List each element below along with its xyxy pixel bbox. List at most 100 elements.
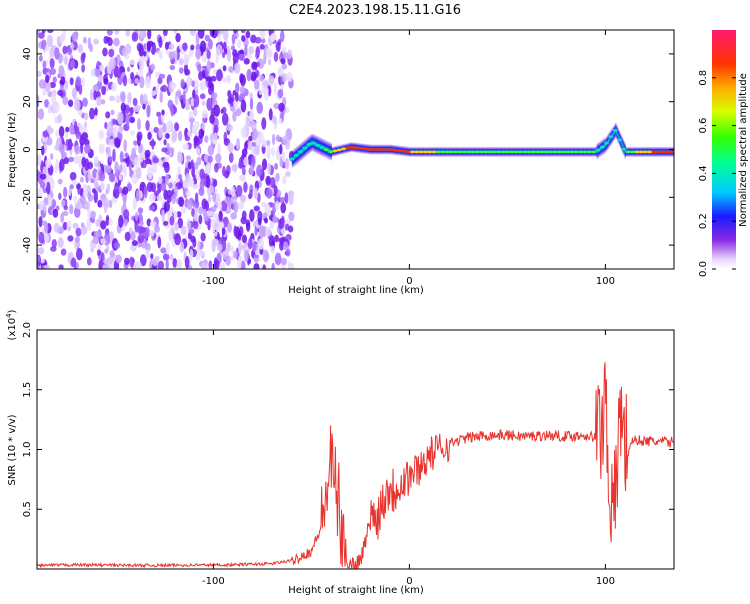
noise-speck xyxy=(170,106,174,117)
noise-speck xyxy=(176,258,183,269)
noise-speck xyxy=(122,47,128,58)
noise-speck xyxy=(102,264,107,269)
noise-speck xyxy=(271,262,275,269)
noise-speck xyxy=(231,33,236,46)
signal-track-band xyxy=(622,137,624,154)
noise-speck xyxy=(109,95,115,102)
noise-speck xyxy=(174,222,179,232)
noise-speck xyxy=(213,132,218,145)
signal-track-core xyxy=(573,150,579,154)
snr-x-tick-label: 0 xyxy=(406,576,412,587)
signal-track-core xyxy=(630,150,635,154)
noise-speck xyxy=(162,220,169,226)
signal-track-core xyxy=(401,149,407,153)
signal-track-core xyxy=(345,146,351,150)
heatmap-y-axis: -40 -20 0 20 40 xyxy=(22,48,674,253)
noise-speck xyxy=(171,194,176,205)
noise-speck xyxy=(222,165,226,177)
noise-speck xyxy=(150,182,157,193)
heatmap-x-tick-label: 100 xyxy=(596,276,615,287)
noise-speck xyxy=(249,92,253,99)
noise-speck xyxy=(157,260,165,269)
signal-track-core xyxy=(569,150,575,154)
noise-speck xyxy=(148,193,156,202)
noise-speck xyxy=(41,145,45,156)
noise-speck xyxy=(150,253,154,260)
noise-speck xyxy=(243,249,249,263)
noise-speck xyxy=(218,30,225,35)
noise-speck xyxy=(278,102,285,112)
noise-speck xyxy=(92,235,99,245)
signal-track-band xyxy=(609,130,611,147)
signal-track-band xyxy=(315,135,317,154)
noise-speck xyxy=(127,77,132,84)
noise-speck xyxy=(168,43,175,50)
noise-speck xyxy=(103,78,109,85)
noise-speck xyxy=(70,59,75,69)
noise-speck xyxy=(125,113,130,126)
noise-speck xyxy=(58,264,64,269)
noise-speck xyxy=(142,103,146,110)
noise-speck xyxy=(52,101,60,114)
noise-speck xyxy=(182,91,186,104)
noise-speck xyxy=(271,133,276,146)
noise-speck xyxy=(131,240,138,246)
noise-speck xyxy=(275,41,281,53)
noise-speck xyxy=(190,235,196,243)
noise-speck xyxy=(273,81,278,95)
noise-speck xyxy=(206,60,212,73)
signal-track-core xyxy=(289,157,295,161)
noise-speck xyxy=(240,30,246,34)
noise-speck xyxy=(146,104,151,118)
noise-speck xyxy=(55,129,60,138)
signal-track-core xyxy=(431,150,437,154)
noise-speck xyxy=(72,222,79,229)
noise-speck xyxy=(212,219,219,231)
noise-speck xyxy=(134,156,140,169)
noise-speck xyxy=(210,206,217,213)
noise-speck xyxy=(216,69,223,82)
noise-speck xyxy=(221,112,229,126)
noise-speck xyxy=(221,226,226,236)
noise-speck xyxy=(160,247,167,254)
noise-speck xyxy=(113,242,121,249)
noise-speck xyxy=(136,42,143,52)
noise-speck xyxy=(248,237,253,250)
noise-speck xyxy=(233,250,238,259)
noise-speck xyxy=(190,98,195,107)
noise-speck xyxy=(57,178,63,185)
noise-speck xyxy=(129,116,136,124)
noise-speck xyxy=(272,236,280,243)
signal-track-core xyxy=(310,141,316,145)
noise-speck xyxy=(95,218,102,227)
noise-speck xyxy=(247,258,252,265)
noise-speck xyxy=(193,199,200,209)
signal-track-band xyxy=(617,127,619,144)
noise-speck xyxy=(238,53,245,61)
colorbar-label: Normalized spectral amplitude xyxy=(738,73,749,227)
noise-speck xyxy=(230,186,236,198)
noise-speck xyxy=(223,30,229,41)
noise-speck xyxy=(52,208,59,218)
noise-speck xyxy=(161,35,166,42)
signal-track-band xyxy=(616,124,618,141)
noise-speck xyxy=(142,93,148,104)
noise-speck xyxy=(233,201,239,214)
noise-speck xyxy=(45,181,51,195)
noise-speck xyxy=(176,152,183,164)
heatmap-x-axis: -100 0 100 xyxy=(202,30,615,287)
noise-speck xyxy=(162,161,169,168)
noise-speck xyxy=(179,241,185,253)
colorbar-tick-label: 0.6 xyxy=(698,118,709,134)
noise-speck xyxy=(105,214,110,226)
noise-speck xyxy=(42,60,47,69)
noise-speck xyxy=(185,190,191,197)
signal-track-band xyxy=(305,138,308,157)
noise-speck xyxy=(37,108,45,120)
noise-speck xyxy=(153,126,159,134)
noise-speck xyxy=(116,111,124,125)
signal-track-core xyxy=(440,150,446,154)
noise-speck xyxy=(239,74,246,87)
noise-speck xyxy=(106,183,111,193)
signal-track-core xyxy=(336,148,342,152)
